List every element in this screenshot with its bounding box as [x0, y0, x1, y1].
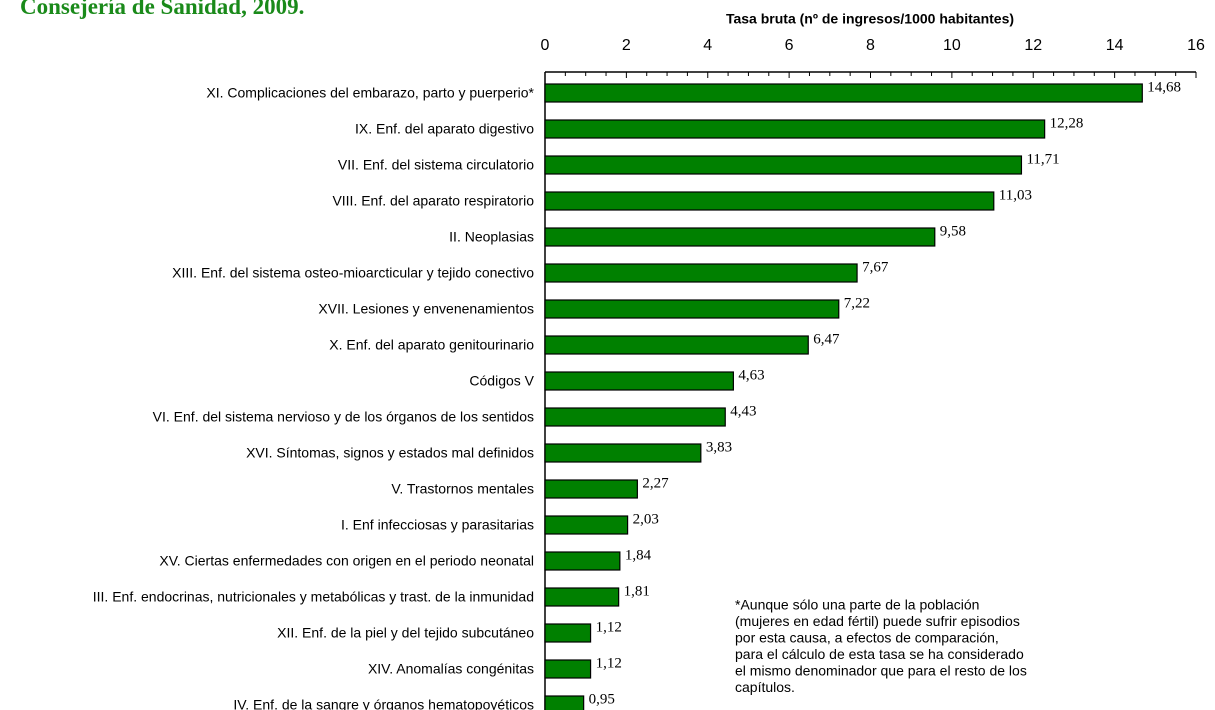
x-tick-label: 14: [1106, 37, 1124, 54]
category-label: V. Trastornos mentales: [391, 481, 534, 497]
value-label: 14,68: [1147, 79, 1181, 95]
bar: [544, 587, 620, 607]
bar: [544, 695, 585, 710]
x-tick-label: 0: [541, 37, 550, 54]
value-label: 7,67: [862, 259, 889, 275]
x-tick-label: 16: [1187, 37, 1205, 54]
x-tick-label: 2: [622, 37, 631, 54]
value-label: 11,71: [1026, 151, 1059, 167]
bar: [544, 623, 592, 643]
value-label: 2,27: [642, 475, 669, 491]
category-label: VIII. Enf. del aparato respiratorio: [332, 193, 534, 209]
bar: [544, 299, 840, 319]
bar: [544, 119, 1046, 139]
category-label: XIV. Anomalías congénitas: [368, 661, 534, 677]
footnote-line: para el cálculo de esta tasa se ha consi…: [735, 646, 1024, 662]
category-label: XVII. Lesiones y envenenamientos: [318, 301, 534, 317]
bar: [544, 263, 858, 283]
x-tick-label: 12: [1024, 37, 1042, 54]
value-label: 12,28: [1050, 115, 1084, 131]
value-label: 1,84: [625, 547, 652, 563]
category-label: VII. Enf. del sistema circulatorio: [338, 157, 534, 173]
x-tick-label: 6: [785, 37, 794, 54]
category-label: XIII. Enf. del sistema osteo-mioarcticul…: [172, 265, 534, 281]
footnote-line: el mismo denominador que para el resto d…: [735, 663, 1027, 679]
category-label: X. Enf. del aparato genitourinario: [329, 337, 534, 353]
category-label: IX. Enf. del aparato digestivo: [355, 121, 534, 137]
value-label: 0,95: [589, 691, 615, 707]
x-tick-label: 8: [866, 37, 875, 54]
category-label: III. Enf. endocrinas, nutricionales y me…: [93, 589, 534, 605]
bar: [544, 83, 1143, 103]
value-label: 4,63: [738, 367, 764, 383]
value-label: 6,47: [813, 331, 840, 347]
bar: [544, 227, 936, 247]
value-label: 4,43: [730, 403, 756, 419]
category-label: XI. Complicaciones del embarazo, parto y…: [206, 85, 534, 101]
value-label: 3,83: [706, 439, 732, 455]
bar: [544, 407, 726, 427]
category-label: II. Neoplasias: [449, 229, 534, 245]
bar: [544, 551, 621, 571]
footnote-line: capítulos.: [735, 679, 795, 695]
x-axis-label: Tasa bruta (nº de ingresos/1000 habitant…: [726, 11, 1014, 27]
category-label: XV. Ciertas enfermedades con origen en e…: [159, 553, 534, 569]
value-label: 1,12: [596, 619, 622, 635]
category-label: Códigos V: [469, 373, 534, 389]
bar: [544, 191, 995, 211]
footnote-line: por esta causa, a efectos de comparación…: [735, 630, 999, 646]
x-tick-label: 10: [943, 37, 961, 54]
category-label: VI. Enf. del sistema nervioso y de los ó…: [153, 409, 534, 425]
bar: [544, 479, 638, 499]
category-label: XII. Enf. de la piel y del tejido subcut…: [277, 625, 534, 641]
value-label: 1,81: [624, 583, 650, 599]
value-label: 2,03: [633, 511, 659, 527]
category-label: IV. Enf. de la sangre y órganos hematopo…: [233, 697, 534, 710]
value-label: 1,12: [596, 655, 622, 671]
category-label: XVI. Síntomas, signos y estados mal defi…: [246, 445, 534, 461]
value-label: 7,22: [844, 295, 870, 311]
category-label: I. Enf infecciosas y parasitarias: [341, 517, 534, 533]
chart-title: Consejería de Sanidad, 2009.: [20, 0, 304, 19]
bar: [544, 335, 809, 355]
bar: [544, 371, 734, 391]
bar: [544, 443, 702, 463]
bar: [544, 515, 629, 535]
bar: [544, 155, 1023, 175]
value-label: 9,58: [940, 223, 966, 239]
footnote-line: (mujeres en edad fértil) puede sufrir ep…: [735, 613, 1020, 629]
footnote-line: *Aunque sólo una parte de la población: [735, 597, 979, 613]
value-label: 11,03: [999, 187, 1032, 203]
bar: [544, 659, 592, 679]
x-tick-label: 4: [703, 37, 712, 54]
